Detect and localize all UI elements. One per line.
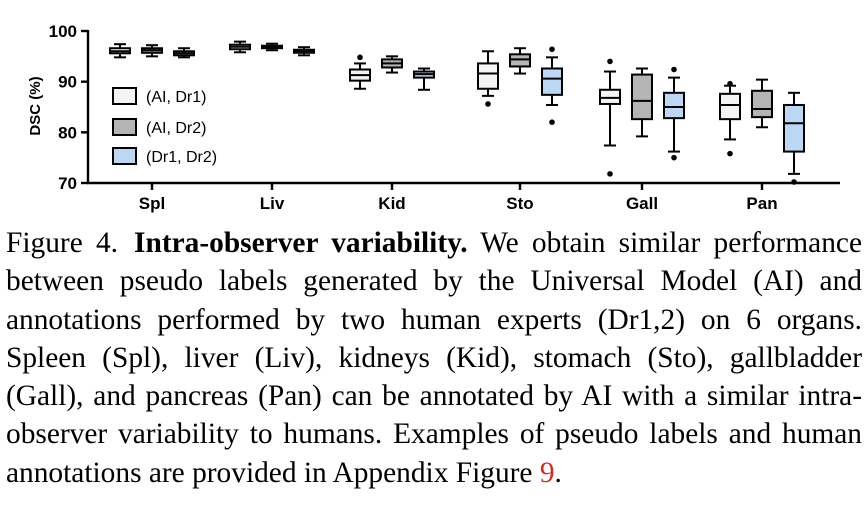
y-axis-label: DSC (%): [27, 76, 44, 135]
x-axis: Spl Liv Kid Sto Gall Pan: [87, 181, 840, 213]
box-sto-3: [541, 46, 563, 125]
box-liv-2: [261, 42, 283, 52]
caption-end: .: [554, 456, 562, 489]
box-iqr: [783, 103, 805, 153]
box-liv-1: [229, 40, 251, 54]
box-sto-2: [509, 47, 531, 75]
caption-title: Intra-observer variability.: [134, 227, 468, 259]
box-pan-1: [719, 80, 741, 157]
appendix-figure-link[interactable]: 9: [539, 456, 555, 489]
box-series: [109, 40, 805, 185]
box-kid-1: [349, 54, 371, 90]
legend-swatch: [112, 87, 137, 105]
outlier-point: [671, 66, 677, 73]
outlier-point: [607, 58, 613, 65]
box-iqr: [541, 67, 563, 96]
outlier-point: [607, 171, 613, 177]
box-spl-1: [109, 43, 131, 59]
legend-entry-1: (AI, Dr1): [146, 89, 206, 106]
x-tick-label-kid: Kid: [378, 194, 405, 213]
box-pan-2: [751, 78, 773, 129]
box-iqr: [599, 88, 621, 105]
figure-caption: Figure 4. Intra-observer variability. We …: [6, 224, 862, 492]
outlier-point: [727, 80, 733, 87]
x-tick-label-liv: Liv: [260, 194, 285, 213]
box-iqr: [509, 53, 531, 68]
legend-entry-3: (Dr1, Dr2): [146, 149, 217, 166]
caption-body: We obtain similar performance between ps…: [6, 227, 862, 489]
box-iqr: [663, 91, 685, 120]
y-tick-label: 80: [58, 123, 77, 142]
box-iqr: [631, 73, 653, 121]
box-spl-2: [141, 44, 163, 58]
legend-swatch: [112, 147, 137, 165]
outlier-point: [357, 54, 363, 61]
x-tick-label-pan: Pan: [746, 194, 777, 213]
outlier-point: [485, 101, 491, 107]
outlier-point: [791, 179, 797, 185]
outlier-point: [727, 150, 733, 157]
outlier-point: [671, 154, 677, 161]
y-tick-label: 70: [58, 174, 77, 193]
y-tick-label: 100: [49, 22, 77, 41]
box-gall-3: [663, 66, 685, 161]
y-tick-label: 90: [58, 73, 77, 92]
box-kid-2: [381, 55, 403, 74]
outlier-point: [549, 46, 555, 53]
legend-swatch: [112, 118, 137, 136]
box-pan-3: [783, 91, 805, 185]
box-liv-3: [293, 46, 315, 57]
x-tick-label-sto: Sto: [506, 194, 533, 213]
outlier-point: [549, 119, 555, 125]
box-kid-3: [413, 67, 435, 91]
box-spl-3: [173, 47, 195, 59]
caption-label: Figure 4.: [6, 227, 119, 259]
box-gall-2: [631, 67, 653, 138]
box-gall-1: [599, 58, 621, 177]
box-sto-1: [477, 50, 499, 107]
box-iqr: [751, 89, 773, 119]
x-tick-label-spl: Spl: [139, 194, 165, 213]
box-iqr: [719, 92, 741, 121]
legend: (AI, Dr1) (AI, Dr2) (Dr1, Dr2): [112, 87, 217, 166]
box-iqr: [477, 62, 499, 90]
legend-entry-2: (AI, Dr2): [146, 120, 206, 137]
x-tick-label-gall: Gall: [626, 194, 658, 213]
y-axis: 70 80 90 100: [49, 22, 90, 193]
